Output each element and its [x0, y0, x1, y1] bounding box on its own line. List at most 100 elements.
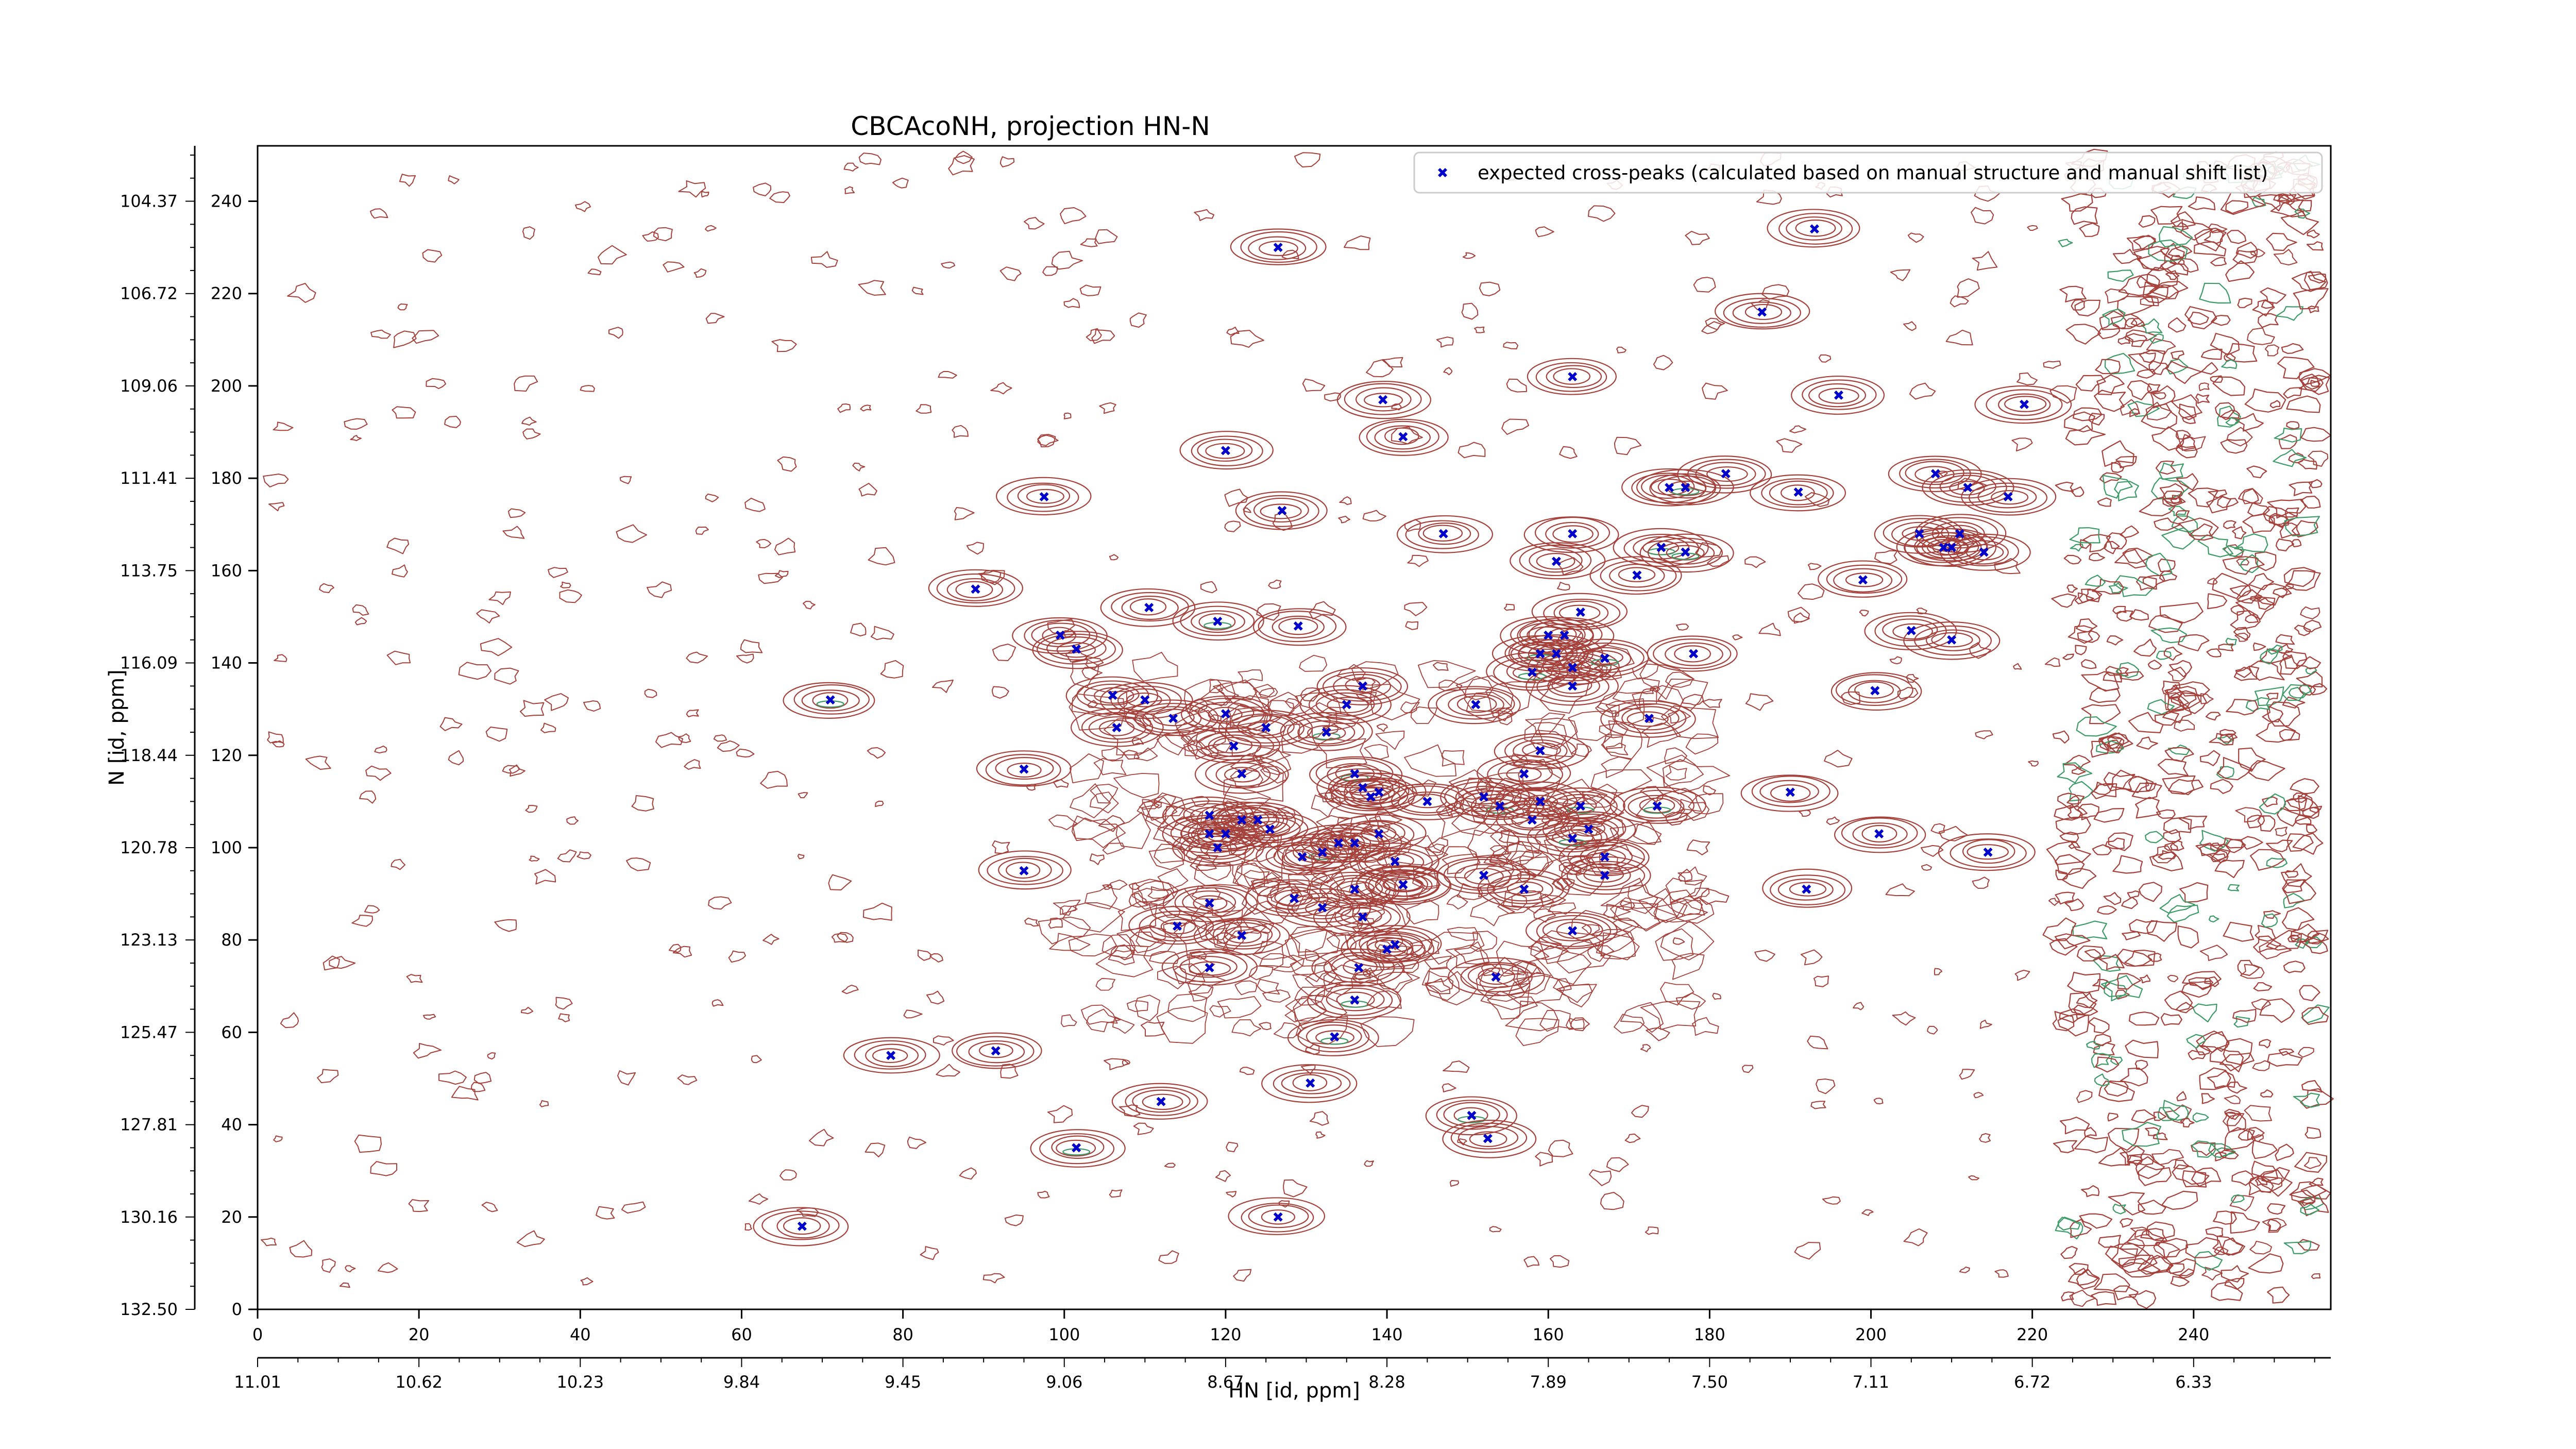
legend[interactable]: expected cross-peaks (calculated based o…	[1413, 151, 2323, 194]
contour-line	[1017, 484, 1071, 508]
contour-line	[2281, 907, 2315, 931]
contour-line	[274, 654, 287, 662]
contour-line	[2074, 1136, 2108, 1153]
contour-line	[1284, 998, 1327, 1023]
contour-line	[985, 754, 1061, 786]
contour-line	[1744, 556, 1766, 568]
contour-line	[1483, 852, 1512, 865]
contour-line	[1215, 1170, 1231, 1182]
cross-peak-marker	[1551, 649, 1561, 659]
contour-line	[998, 857, 1052, 882]
contour-line	[1259, 1022, 1272, 1031]
contour-line	[2128, 1290, 2157, 1309]
contour-line	[2160, 243, 2185, 261]
contour-line	[1243, 870, 1270, 887]
contour-line	[2282, 879, 2306, 894]
cross-peak-marker	[1382, 945, 1392, 954]
contour-line	[1435, 688, 1515, 720]
contour-line	[870, 626, 894, 641]
contour-line	[2212, 376, 2246, 396]
contour-line	[1047, 1105, 1073, 1123]
contour-line	[2103, 772, 2136, 791]
contour-line	[2231, 1194, 2245, 1203]
contour-line	[2077, 630, 2100, 643]
contour-line	[1070, 783, 1111, 818]
contour-line	[956, 1036, 1035, 1067]
contour-line	[1671, 953, 1705, 980]
cross-peak-marker	[1072, 644, 1081, 654]
contour-line	[1239, 1067, 1255, 1075]
contour-line	[2140, 1228, 2168, 1242]
contour-line	[644, 688, 657, 698]
contour-line	[995, 477, 1092, 516]
contour-line	[2234, 632, 2248, 642]
cross-peak-marker	[1378, 395, 1388, 405]
contour-line	[2141, 403, 2178, 430]
contour-line	[1493, 878, 1554, 902]
contour-line	[1026, 488, 1064, 504]
contour-line	[2226, 427, 2253, 447]
contour-line	[1380, 946, 1414, 964]
contour-line	[1225, 918, 1267, 939]
cross-peak-marker	[1870, 686, 1880, 696]
contour-line	[1665, 765, 1687, 781]
contour-line	[2091, 783, 2117, 800]
contour-line	[1359, 928, 1433, 960]
cross-peak-marker	[1317, 847, 1327, 857]
cross-peak-marker	[1568, 529, 1578, 538]
contour-line	[1557, 582, 1570, 591]
contour-line	[1259, 953, 1298, 968]
contour-line	[386, 650, 411, 665]
contour-line	[329, 956, 356, 969]
contour-line	[1174, 921, 1230, 958]
contour-line	[1129, 931, 1166, 953]
cross-peak-marker	[1273, 243, 1283, 252]
contour-line	[1326, 987, 1385, 1012]
contour-line	[1599, 723, 1629, 736]
legend-label: expected cross-peaks (calculated based o…	[1478, 162, 2268, 184]
contour-line	[1336, 664, 1366, 681]
contour-line	[2092, 844, 2112, 855]
contour-line	[2240, 964, 2265, 979]
contour-line	[748, 1193, 769, 1205]
contour-line	[365, 765, 392, 781]
contour-line	[1425, 1096, 1517, 1136]
contour-line	[1854, 681, 1894, 699]
contour-line	[1306, 1024, 1362, 1049]
y-ppm-tick-label: 130.16	[120, 1207, 178, 1227]
contour-line	[2181, 436, 2196, 451]
contour-line	[1121, 596, 1179, 620]
contour-line	[1160, 919, 1196, 935]
contour-line	[1406, 945, 1427, 958]
contour-line	[1677, 456, 1772, 494]
cross-peak-marker	[1221, 446, 1230, 456]
contour-line	[1304, 949, 1319, 962]
contour-line	[1309, 1111, 1329, 1126]
contour-line	[1514, 788, 1569, 813]
contour-line	[2127, 890, 2140, 899]
contour-line	[2209, 733, 2234, 746]
contour-line	[1490, 845, 1507, 857]
contour-line	[1209, 1005, 1231, 1018]
contour-line	[1665, 878, 1703, 904]
contour-line	[844, 186, 855, 194]
contour-line	[1852, 822, 1908, 846]
contour-line	[2220, 192, 2266, 215]
contour-line	[1476, 969, 1531, 1002]
contour-line	[1104, 717, 1161, 755]
contour-line	[2238, 1128, 2255, 1141]
contour-line	[1325, 903, 1401, 933]
contour-line	[397, 304, 408, 311]
contour-line	[1374, 811, 1402, 829]
contour-line	[1187, 727, 1280, 764]
contour-line	[1260, 766, 1287, 784]
contour-line	[2129, 609, 2149, 621]
contour-line	[2139, 882, 2162, 902]
contour-line	[574, 201, 591, 212]
contour-line	[1624, 1133, 1641, 1143]
contour-line	[1180, 605, 1255, 636]
cross-peak-marker	[1681, 483, 1690, 493]
contour-line	[2156, 809, 2176, 819]
contour-line	[2204, 229, 2224, 244]
contour-line	[1991, 490, 2029, 505]
